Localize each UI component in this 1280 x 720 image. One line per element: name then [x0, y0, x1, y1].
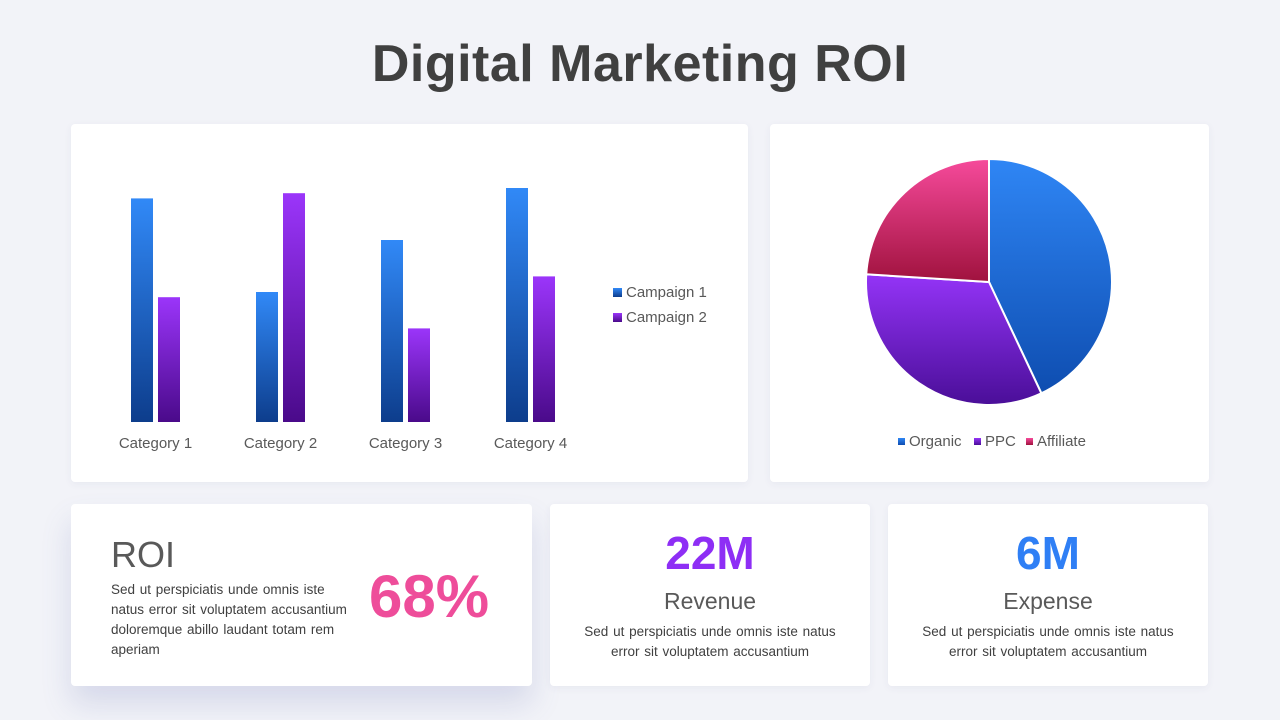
legend-swatch — [974, 438, 981, 445]
roi-description: Sed ut perspiciatis unde omnis iste natu… — [111, 582, 347, 657]
roi-card: ROI Sed ut perspiciatis unde omnis iste … — [71, 504, 532, 686]
pie-slice-organic — [988, 157, 1113, 395]
revenue-value: 22M — [665, 527, 755, 579]
bar-chart-card: Category 1 Category 2 Category 3 Category 4… — [71, 124, 748, 482]
expense-card: 6M Expense Sed ut perspiciatis unde omni… — [888, 504, 1208, 686]
roi-label: ROI — [111, 534, 176, 575]
revenue-card: 22M Revenue Sed ut perspiciatis unde omn… — [550, 504, 870, 686]
x-tick-label: Category 4 — [494, 435, 567, 452]
roi-value: 68% — [369, 563, 490, 630]
bar-1-3 — [381, 240, 403, 422]
bar-2-3 — [408, 328, 430, 422]
x-tick-label: Category 3 — [369, 435, 442, 452]
revenue-description: Sed ut perspiciatis unde omnis iste natu… — [584, 624, 836, 659]
bar-1-4 — [506, 188, 528, 422]
bar-1-2 — [256, 292, 278, 422]
legend-label: Campaign 2 — [626, 309, 707, 326]
bar-1-1 — [131, 198, 153, 422]
legend-swatch — [613, 313, 622, 322]
page-title: Digital Marketing ROI — [371, 35, 909, 93]
legend-label: Organic — [909, 433, 962, 450]
legend-label: Campaign 1 — [626, 284, 707, 301]
legend-swatch — [613, 288, 622, 297]
revenue-label: Revenue — [663, 588, 757, 614]
legend-swatch — [1026, 438, 1033, 445]
legend-swatch — [898, 438, 905, 445]
x-tick-label: Category 2 — [244, 435, 317, 452]
expense-value: 6M — [1016, 527, 1080, 579]
pie-chart-card: Organic PPC Affiliate — [770, 124, 1209, 482]
expense-label: Expense — [1003, 588, 1093, 614]
pie-chart: Organic PPC Affiliate — [865, 157, 1113, 450]
bar-2-1 — [158, 297, 180, 422]
legend-label: Affiliate — [1037, 433, 1086, 450]
x-tick-label: Category 1 — [119, 435, 192, 452]
bar-2-2 — [283, 193, 305, 422]
pie-slice-affiliate — [865, 157, 990, 284]
bar-chart: Category 1 Category 2 Category 3 Category 4… — [119, 188, 707, 452]
pie-slice-ppc — [865, 273, 1043, 406]
bar-2-4 — [533, 276, 555, 422]
legend-label: PPC — [985, 433, 1016, 450]
expense-description: Sed ut perspiciatis unde omnis iste natu… — [922, 624, 1174, 659]
